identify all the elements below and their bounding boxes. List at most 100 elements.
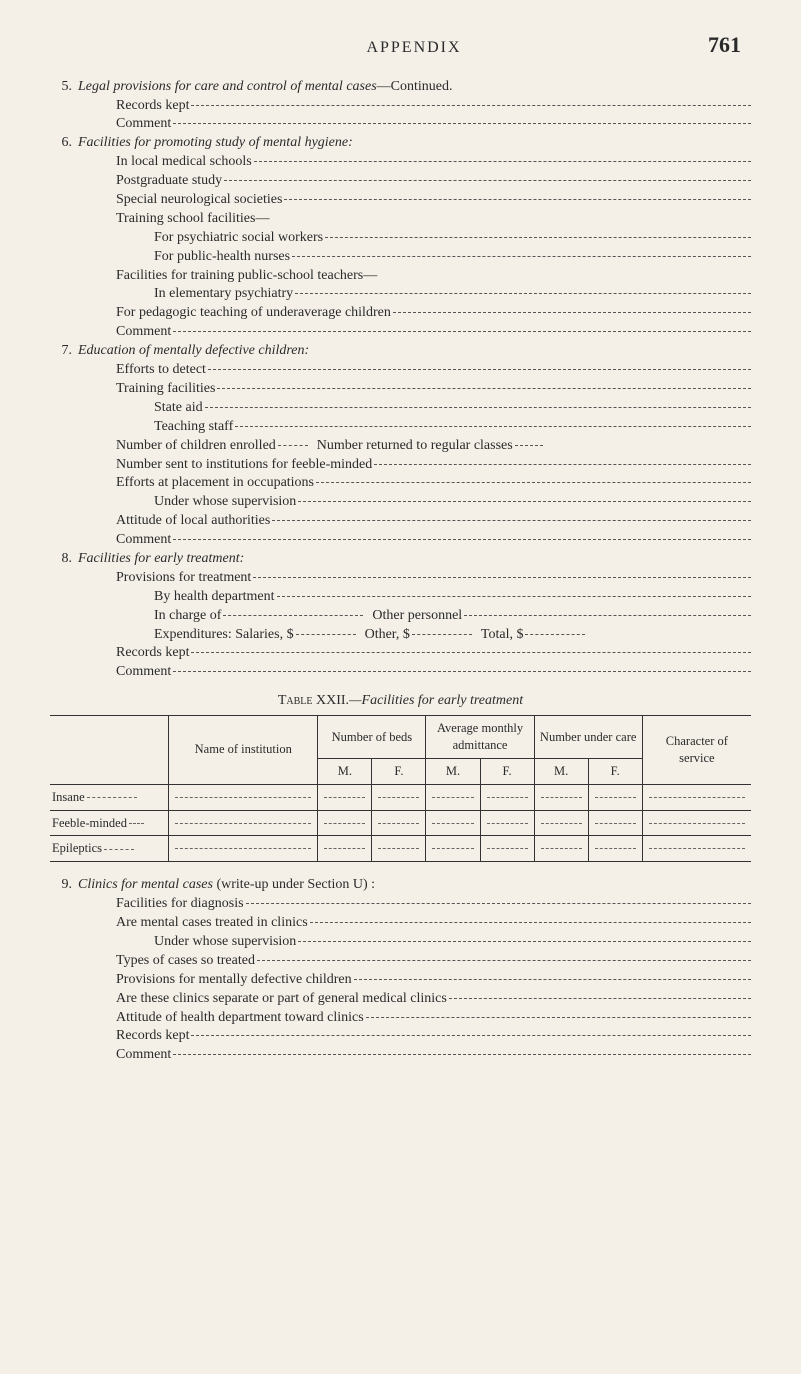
line-text: For pedagogic teaching of underaverage c…: [78, 304, 391, 323]
line-text: Other, $: [365, 626, 410, 645]
blank-line: [284, 199, 751, 200]
form-line: Are mental cases treated in clinics: [50, 914, 751, 933]
table-row: Epileptics: [50, 836, 751, 862]
form-line: Special neurological societies: [50, 191, 751, 210]
blank-line: [254, 161, 751, 162]
form-line: In elementary psychiatry: [50, 285, 751, 304]
blank-line: [224, 180, 751, 181]
section-heading: 8.Facilities for early treatment:: [50, 550, 751, 569]
form-line: Facilities for training public-school te…: [50, 267, 751, 286]
form-line: For pedagogic teaching of underaverage c…: [50, 304, 751, 323]
page-number: 761: [708, 30, 741, 60]
section-number: 8.: [50, 550, 78, 569]
section-heading: 7.Education of mentally defective childr…: [50, 342, 751, 361]
form-line: Comment: [50, 1046, 751, 1065]
line-text: Efforts to detect: [78, 361, 206, 380]
line-text: By health department: [78, 588, 275, 607]
table-cell: [588, 810, 642, 836]
line-text: Under whose supervision: [78, 493, 296, 512]
th-beds-f: F.: [372, 758, 426, 784]
table-row: Insane: [50, 784, 751, 810]
blank-line: [298, 501, 751, 502]
form-line: For psychiatric social workers: [50, 229, 751, 248]
blank-line: [205, 407, 751, 408]
table-cell: [642, 810, 751, 836]
table-cell: [318, 810, 372, 836]
line-text: Are these clinics separate or part of ge…: [78, 990, 447, 1009]
line-text: Total, $: [481, 626, 524, 645]
line-text: Comment: [78, 1046, 171, 1065]
blank-line: [191, 1035, 751, 1036]
blank-line: [173, 1054, 751, 1055]
form-line: Expenditures: Salaries, $ Other, $ Total…: [50, 626, 751, 645]
blank-line: [253, 577, 751, 578]
blank-line: [173, 671, 751, 672]
line-text: In elementary psychiatry: [78, 285, 293, 304]
form-line: Efforts to detect: [50, 361, 751, 380]
section-number: 7.: [50, 342, 78, 361]
appendix-title: APPENDIX: [60, 37, 708, 59]
table-cell: [372, 836, 426, 862]
blank-line: [295, 293, 751, 294]
line-text: For psychiatric social workers: [78, 229, 323, 248]
line-text: State aid: [78, 399, 203, 418]
line-text: Attitude of health department toward cli…: [78, 1009, 364, 1028]
line-text: Records kept: [78, 97, 189, 116]
blank-line: [374, 464, 751, 465]
form-line: Postgraduate study: [50, 172, 751, 191]
row-label: Insane: [50, 784, 169, 810]
blank-line: [449, 998, 751, 999]
form-line: Records kept: [50, 97, 751, 116]
form-line: Number of children enrolled Number retur…: [50, 437, 751, 456]
blank-line: [525, 634, 585, 635]
table-cell: [372, 784, 426, 810]
blank-line: [191, 652, 751, 653]
form-line: Under whose supervision: [50, 933, 751, 952]
line-text: Facilities for diagnosis: [78, 895, 244, 914]
blank-line: [292, 256, 751, 257]
table-cell: [318, 836, 372, 862]
line-text: Number sent to institutions for feeble-m…: [78, 456, 372, 475]
blank-line: [298, 941, 751, 942]
th-char: Character of service: [642, 716, 751, 785]
th-under-f: F.: [588, 758, 642, 784]
form-line: In local medical schools: [50, 153, 751, 172]
blank-line: [354, 979, 751, 980]
section-title: Clinics for mental cases (write-up under…: [78, 876, 375, 895]
line-text: Comment: [78, 663, 171, 682]
line-text: Types of cases so treated: [78, 952, 255, 971]
blank-line: [366, 1017, 751, 1018]
line-text: Records kept: [78, 644, 189, 663]
facilities-table: Name of institution Number of beds Avera…: [50, 715, 751, 862]
table-cell: [534, 784, 588, 810]
blank-line: [257, 960, 751, 961]
section-title: Facilities for promoting study of mental…: [78, 134, 353, 153]
line-text: Postgraduate study: [78, 172, 222, 191]
table-cell: [169, 784, 318, 810]
form-line: Comment: [50, 323, 751, 342]
section-heading: 9.Clinics for mental cases (write-up und…: [50, 876, 751, 895]
line-text: Are mental cases treated in clinics: [78, 914, 308, 933]
table-cell: [372, 810, 426, 836]
table-row: Feeble-minded: [50, 810, 751, 836]
blank-line: [316, 482, 751, 483]
blank-line: [191, 105, 751, 106]
table-cell: [642, 836, 751, 862]
table-cell: [534, 810, 588, 836]
line-text: Expenditures: Salaries, $: [78, 626, 294, 645]
blank-line: [278, 445, 308, 446]
table-cell: [642, 784, 751, 810]
blank-line: [310, 922, 751, 923]
section-heading: 6.Facilities for promoting study of ment…: [50, 134, 751, 153]
th-beds-m: M.: [318, 758, 372, 784]
blank-line: [515, 445, 543, 446]
th-avg-m: M.: [426, 758, 480, 784]
line-text: Comment: [78, 531, 171, 550]
table-cell: [426, 784, 480, 810]
line-text: Efforts at placement in occupations: [78, 474, 314, 493]
line-text: Number returned to regular classes: [317, 437, 513, 456]
blank-line: [464, 615, 751, 616]
line-text: For public-health nurses: [78, 248, 290, 267]
blank-line: [325, 237, 751, 238]
blank-line: [173, 539, 751, 540]
